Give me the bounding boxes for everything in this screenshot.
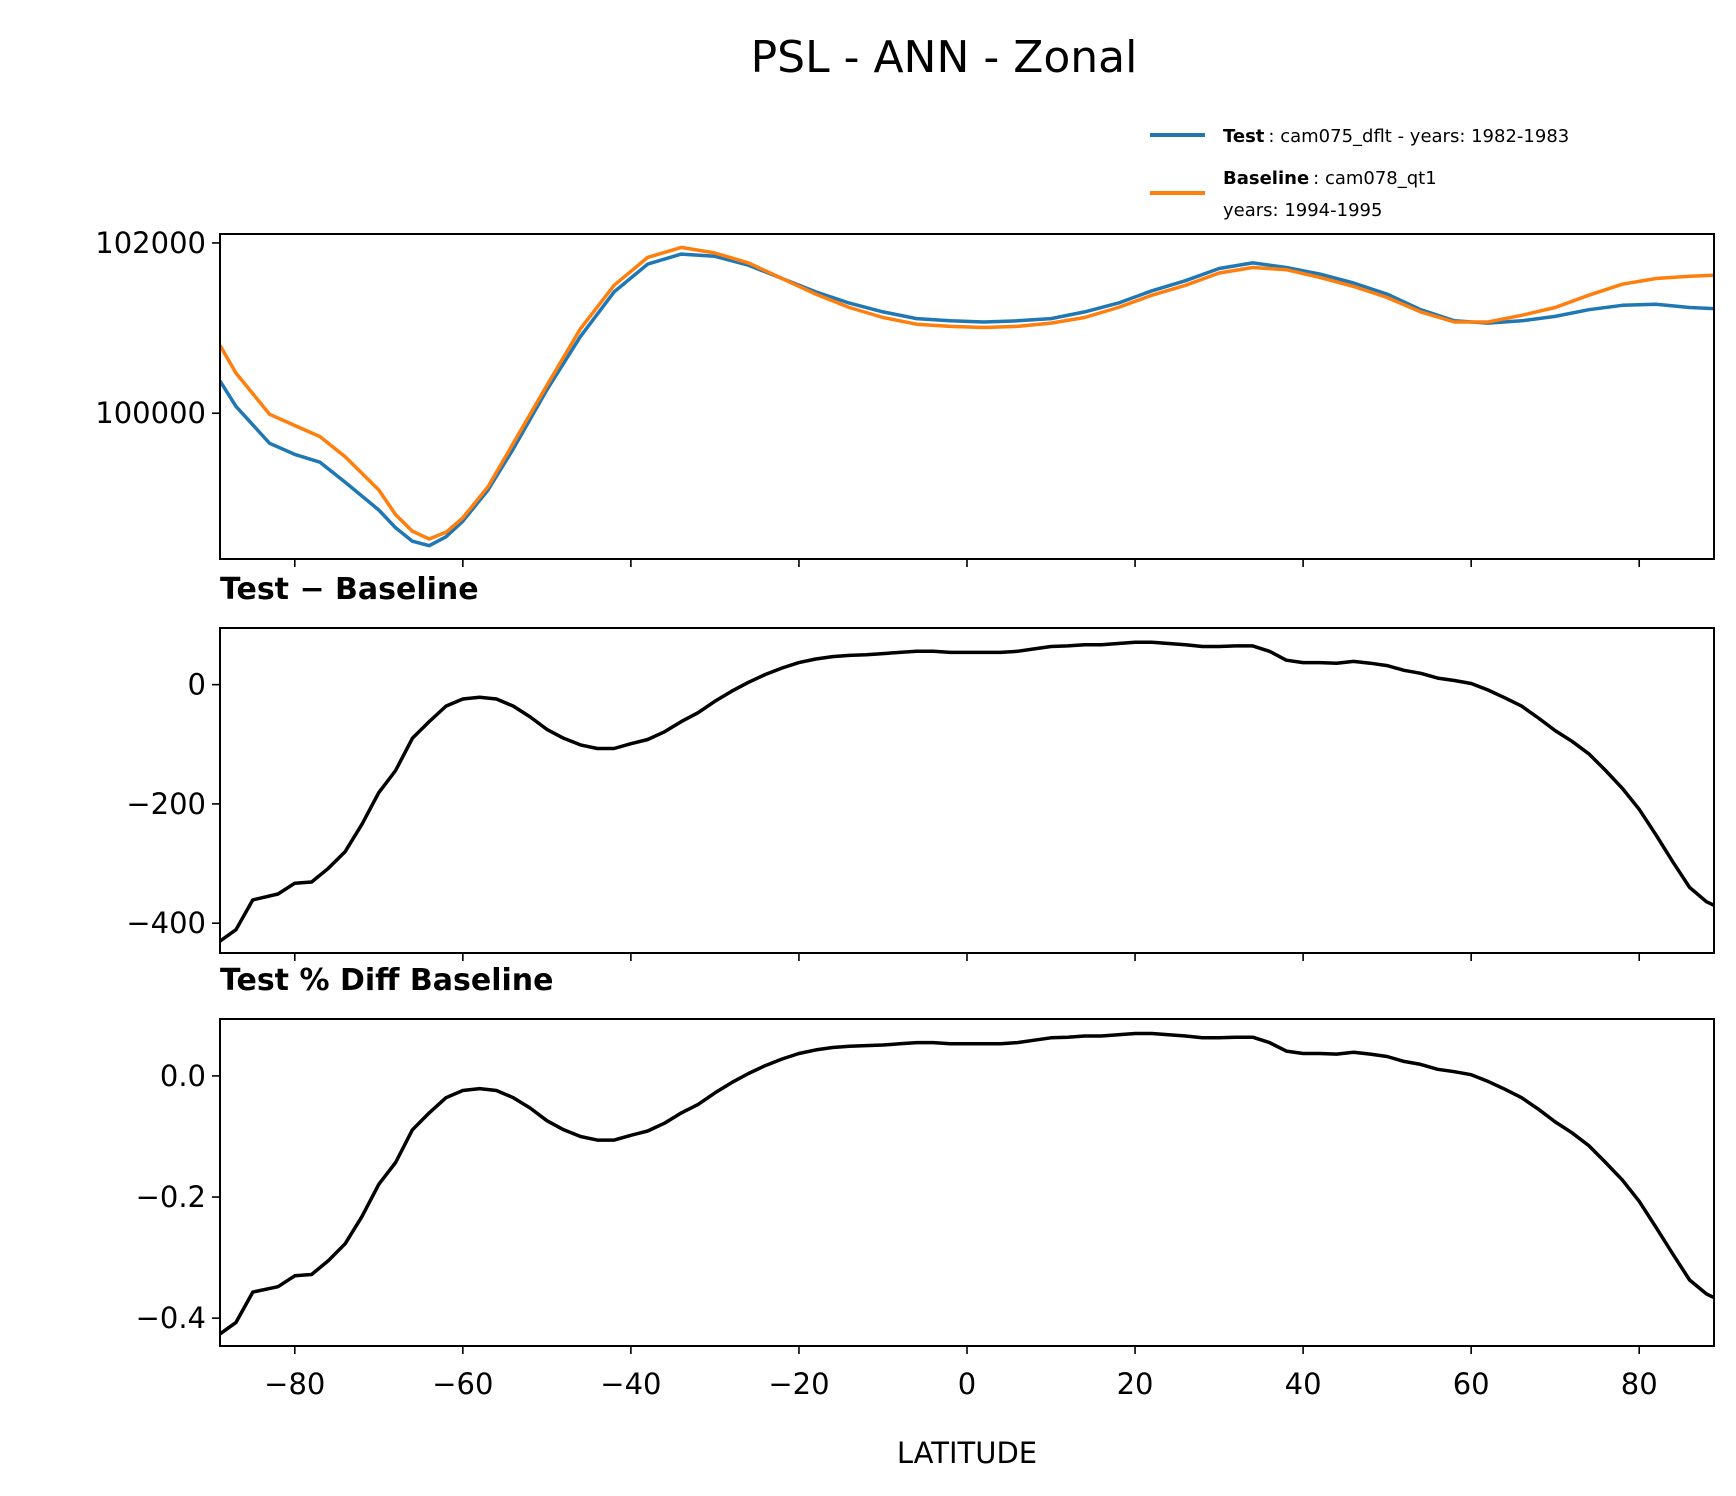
- y-tick-label: 100000: [95, 396, 206, 430]
- legend-name-baseline: Baseline: [1223, 168, 1309, 189]
- x-axis-label: LATITUDE: [897, 1436, 1037, 1470]
- x-tick-label: −40: [600, 1367, 661, 1401]
- legend-text-test: : cam075_dflt - years: 1982-1983: [1268, 126, 1569, 147]
- y-tick-label: −0.2: [136, 1180, 206, 1214]
- axes-frame: [219, 233, 1715, 560]
- panel-subtitle-diff: Test − Baseline: [220, 572, 479, 607]
- y-tick-label: −400: [126, 906, 206, 940]
- y-tick-label: −0.4: [136, 1301, 206, 1335]
- x-tick-label: 80: [1621, 1367, 1658, 1401]
- x-tick-label: 40: [1285, 1367, 1322, 1401]
- x-tick-label: −80: [264, 1367, 325, 1401]
- panel-psl: 100000 102000: [95, 226, 1715, 567]
- panel-pctdiff: 0.0 −0.2 −0.4 −80 −60 −40 −20 0 20 40 60 80: [136, 1018, 1715, 1401]
- legend-text-baseline: : cam078_qt1: [1313, 168, 1437, 189]
- chart-title: PSL - ANN - Zonal: [751, 32, 1138, 83]
- legend-name-test: Test: [1223, 126, 1265, 147]
- y-tick-label: 102000: [95, 226, 206, 260]
- legend-label-test: Test: cam075_dflt - years: 1982-1983: [1223, 126, 1569, 147]
- x-tick-label: −60: [432, 1367, 493, 1401]
- axes-frame: [219, 1018, 1715, 1347]
- panel-diff: 0 −200 −400: [126, 627, 1715, 961]
- series-line-test-baseline: [220, 640, 1714, 943]
- legend-text2-baseline: years: 1994-1995: [1223, 200, 1382, 221]
- panel-subtitle-pctdiff: Test % Diff Baseline: [220, 963, 554, 998]
- legend: Test: cam075_dflt - years: 1982-1983 Bas…: [1150, 126, 1569, 221]
- legend-label-baseline: Baseline: cam078_qt1: [1223, 168, 1437, 189]
- y-tick-label: 0.0: [160, 1059, 206, 1093]
- x-tick-label: 20: [1117, 1367, 1154, 1401]
- x-tick-label: −20: [768, 1367, 829, 1401]
- series-line-test-diff-baseline: [220, 1031, 1714, 1336]
- x-tick-label: 0: [958, 1367, 976, 1401]
- y-tick-label: 0: [188, 668, 206, 702]
- axes-frame: [219, 627, 1715, 954]
- y-tick-label: −200: [126, 787, 206, 821]
- series-line-baseline: [220, 245, 1714, 541]
- x-tick-label: 60: [1453, 1367, 1490, 1401]
- series-line-test: [220, 252, 1714, 548]
